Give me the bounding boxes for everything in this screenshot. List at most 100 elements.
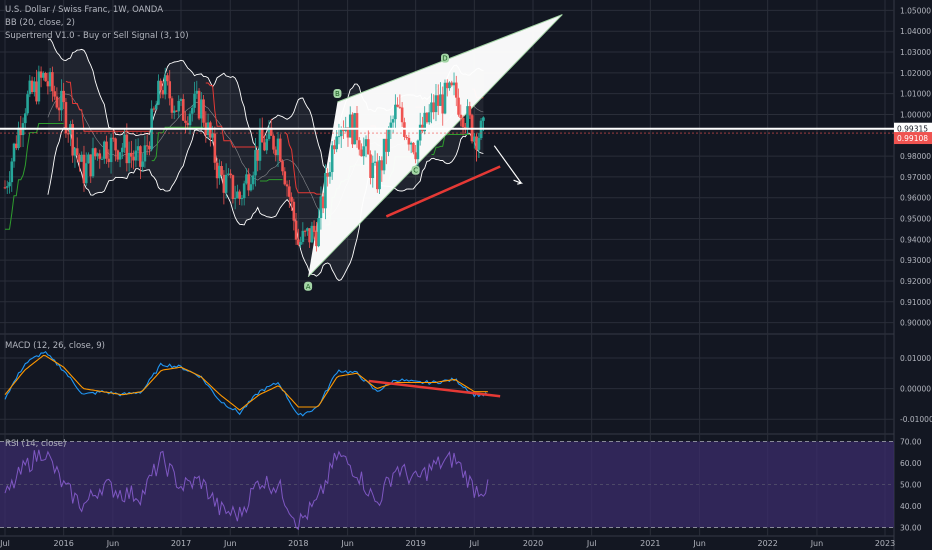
- candle-body: [448, 82, 451, 89]
- candle-body: [459, 114, 463, 119]
- x-tick-label: 2023: [875, 539, 895, 548]
- candle-body: [60, 90, 63, 111]
- candle-body: [468, 106, 472, 116]
- candle-body: [260, 128, 264, 143]
- supertrend-legend[interactable]: Supertrend V1.0 - Buy or Sell Signal (3,…: [5, 31, 189, 41]
- candle-body: [172, 110, 176, 113]
- y-tick-label: 1.02000: [900, 69, 931, 78]
- macd-line: [4, 350, 489, 417]
- bb-legend[interactable]: BB (20, close, 2): [5, 18, 75, 28]
- y-tick-label: 1.05000: [900, 6, 931, 15]
- candle-body: [215, 162, 219, 179]
- candle-body: [209, 122, 212, 138]
- candle-body: [414, 152, 417, 160]
- candle-body: [14, 143, 18, 149]
- signal-line: [4, 354, 488, 411]
- candle-body: [127, 152, 131, 164]
- candle-body: [17, 127, 20, 149]
- horizontal-line-price: 0.99315: [897, 125, 928, 134]
- candle-body: [398, 106, 402, 108]
- candle-body: [292, 201, 296, 221]
- candle-body: [105, 141, 108, 159]
- candle-body: [247, 174, 250, 191]
- bb-fill: [47, 39, 484, 281]
- candle-body: [430, 102, 433, 113]
- candle-body: [396, 104, 399, 107]
- drawings-layer: A B C D: [0, 14, 894, 291]
- candle-body: [432, 102, 436, 113]
- supertrend-down: [65, 80, 150, 132]
- candle-body: [389, 122, 393, 129]
- candle-body: [100, 158, 104, 160]
- candle-body: [364, 139, 368, 147]
- last-price-value: 0.99108: [897, 134, 928, 143]
- candle-body: [439, 94, 442, 106]
- candle-body: [357, 140, 361, 150]
- rsi-legend[interactable]: RSI (14, close): [5, 439, 67, 449]
- candle-body: [93, 148, 97, 157]
- x-tick-label: Jul: [586, 539, 597, 548]
- candle-body: [161, 90, 165, 95]
- candle-body: [193, 93, 196, 108]
- candle-body: [466, 106, 469, 128]
- candle-body: [324, 172, 327, 209]
- candle-body: [75, 148, 79, 155]
- candle-body: [297, 239, 300, 245]
- candle-body: [188, 113, 192, 126]
- macd-legend[interactable]: MACD (12, 26, close, 9): [5, 341, 105, 351]
- candle-body: [98, 153, 102, 159]
- supertrend-down: [205, 82, 258, 148]
- candle-body: [42, 72, 45, 78]
- supertrend-up: [431, 134, 470, 155]
- candle-body: [245, 174, 248, 184]
- candle-body: [315, 231, 318, 247]
- candle-body: [258, 128, 262, 161]
- candle-body: [308, 228, 311, 243]
- candle-body: [37, 71, 41, 102]
- candle-body: [385, 138, 388, 152]
- candle-body: [436, 95, 440, 106]
- candle-body: [96, 153, 99, 157]
- candle-body: [229, 173, 232, 176]
- supertrend-up: [5, 123, 64, 230]
- candle-body: [342, 129, 345, 132]
- candle-body: [376, 161, 379, 190]
- candle-body: [89, 154, 93, 177]
- candle-body: [132, 156, 135, 161]
- candle-body: [125, 134, 129, 164]
- y-tick-label: 0.90000: [900, 319, 931, 328]
- x-tick-label: 2019: [405, 539, 425, 548]
- candle-body: [310, 225, 314, 243]
- candle-body: [405, 136, 408, 138]
- candle-body: [319, 196, 323, 219]
- candle-body: [272, 135, 275, 150]
- candle-body: [3, 187, 7, 189]
- candle-body: [290, 196, 293, 202]
- candle-body: [281, 161, 284, 172]
- candle-body: [141, 161, 144, 167]
- candle-body: [454, 82, 458, 98]
- candle-body: [66, 133, 70, 135]
- candle-body: [473, 136, 476, 142]
- y-tick-label: 0.96000: [900, 194, 931, 203]
- wave-label-bg: [333, 88, 342, 98]
- candle-body: [452, 82, 456, 86]
- candle-body: [139, 146, 142, 167]
- symbol-title[interactable]: U.S. Dollar / Swiss Franc, 1W, OANDA: [5, 5, 164, 15]
- last-price-badge: [894, 132, 932, 145]
- candle-body: [28, 80, 32, 95]
- candle-body: [348, 114, 352, 138]
- candle-body: [112, 137, 115, 139]
- macd-tick-label: 0.01000: [900, 354, 931, 363]
- candle-body: [418, 124, 422, 141]
- candle-body: [8, 182, 11, 187]
- x-tick-label: Jun: [340, 539, 354, 548]
- wedge-upper-line: [337, 14, 563, 103]
- rsi-tick-label: 30.00: [900, 524, 922, 533]
- y-tick-label: 0.93000: [900, 256, 931, 265]
- candle-body: [123, 134, 126, 148]
- rsi-band: [0, 441, 894, 528]
- candle-body: [26, 94, 29, 114]
- candle-body: [30, 80, 34, 93]
